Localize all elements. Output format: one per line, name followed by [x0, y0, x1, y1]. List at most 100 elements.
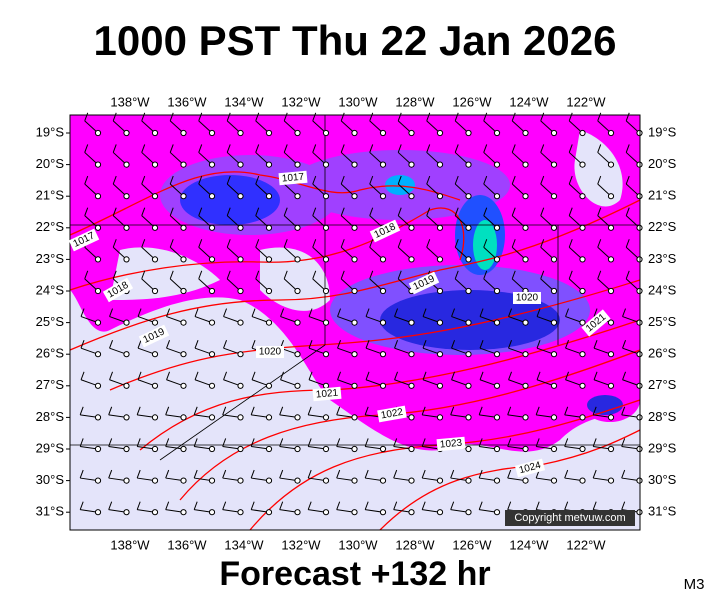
barb-feather — [540, 112, 545, 122]
barb-feather — [84, 270, 89, 280]
station — [436, 509, 444, 516]
barb-feather — [340, 144, 345, 153]
barb-feather — [564, 406, 569, 416]
station — [493, 256, 501, 263]
barb-feather — [165, 438, 170, 447]
barb-feather — [421, 406, 426, 416]
station — [379, 129, 387, 137]
station — [180, 477, 187, 484]
barb-feather — [141, 270, 146, 280]
station — [351, 224, 358, 231]
isobar-label-box — [408, 271, 440, 295]
station — [607, 161, 615, 168]
barb-feather — [568, 207, 573, 216]
station — [550, 351, 558, 358]
barb-feather — [137, 371, 142, 380]
station — [607, 351, 615, 358]
station — [607, 193, 615, 200]
station — [465, 445, 472, 453]
station — [408, 224, 415, 231]
station — [436, 193, 444, 200]
station — [180, 256, 187, 263]
station — [550, 193, 558, 200]
lat-label: 26°S — [36, 346, 65, 361]
station — [493, 445, 501, 453]
station — [208, 256, 216, 263]
barb-feather — [511, 144, 516, 153]
barb-feather — [194, 339, 199, 349]
station — [436, 319, 444, 326]
barb-feather — [397, 239, 402, 248]
lat-label: 30°S — [648, 472, 677, 487]
barb-feather — [364, 501, 369, 510]
forecast-label: Forecast +132 hr — [219, 555, 490, 593]
barb-feather — [108, 501, 113, 510]
barb-feather — [508, 371, 513, 380]
barb-feather — [592, 501, 597, 510]
lat-label: 27°S — [648, 377, 677, 392]
station — [408, 161, 415, 168]
barb-feather — [507, 501, 512, 510]
barb-feather — [426, 175, 431, 185]
barb-feather — [312, 207, 317, 216]
station — [379, 351, 387, 358]
isobar-label-box — [256, 346, 284, 358]
station — [94, 129, 102, 137]
barb-feather — [568, 112, 573, 122]
barb-feather — [84, 175, 89, 185]
barb-feather — [222, 501, 227, 510]
barb-feather — [454, 239, 459, 248]
barb-feather — [141, 239, 146, 248]
station — [465, 382, 472, 389]
station — [522, 129, 529, 137]
barb-feather — [136, 501, 141, 510]
station — [493, 351, 501, 358]
station — [550, 129, 558, 137]
barb-feather — [226, 175, 231, 185]
station — [322, 161, 330, 168]
station — [579, 477, 586, 484]
station — [294, 287, 301, 295]
barb-feather — [193, 469, 198, 479]
barb-feather — [369, 112, 374, 122]
barb-feather — [593, 371, 598, 380]
barb-feather — [397, 112, 402, 122]
barb-feather — [307, 406, 312, 416]
isobar-label-box — [278, 170, 308, 186]
station — [123, 477, 130, 484]
clear-area — [110, 247, 220, 300]
station — [123, 382, 130, 389]
lon-label: 128°W — [395, 94, 435, 109]
barb-feather — [340, 175, 345, 185]
station — [436, 287, 444, 295]
station — [436, 224, 444, 231]
barb-feather — [478, 501, 483, 510]
barb-feather — [511, 207, 516, 216]
barb-feather — [336, 406, 341, 416]
station — [493, 129, 501, 137]
isobar-value: 1020 — [259, 347, 282, 358]
station — [436, 161, 444, 168]
station — [123, 414, 130, 421]
barb-feather — [622, 371, 627, 380]
station — [180, 161, 187, 168]
barb-feather — [193, 501, 198, 510]
lat-label: 25°S — [648, 314, 677, 329]
station — [522, 351, 529, 358]
barb-feather — [625, 144, 630, 153]
station — [522, 193, 529, 200]
barb-feather — [141, 144, 146, 153]
station — [607, 287, 615, 295]
station — [265, 224, 273, 231]
barb-feather — [312, 112, 317, 122]
barb-feather — [625, 207, 630, 216]
barb-feather — [283, 207, 288, 216]
isobar-value: 1023 — [439, 438, 463, 451]
station — [550, 445, 558, 453]
station — [265, 161, 273, 168]
barb-feather — [540, 239, 545, 248]
station — [607, 414, 615, 421]
barb-feather — [540, 144, 545, 153]
station — [607, 477, 615, 484]
barb-feather — [365, 371, 370, 380]
